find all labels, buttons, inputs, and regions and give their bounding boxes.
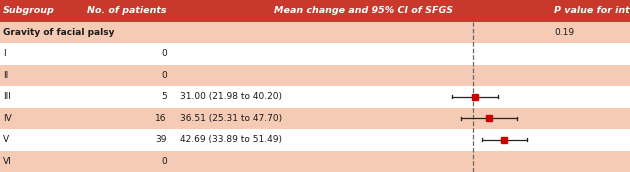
Bar <box>0 150 630 172</box>
Text: I: I <box>3 49 6 58</box>
Text: VI: VI <box>3 157 12 166</box>
Text: 42.69 (33.89 to 51.49): 42.69 (33.89 to 51.49) <box>180 135 282 144</box>
Text: Mean change and 95% CI of SFGS: Mean change and 95% CI of SFGS <box>274 6 454 15</box>
Text: P value for interaction: P value for interaction <box>554 6 630 15</box>
Text: 16: 16 <box>156 114 167 123</box>
Text: 0: 0 <box>161 71 167 80</box>
Text: 39: 39 <box>156 135 167 144</box>
Text: No. of patients: No. of patients <box>88 6 167 15</box>
Text: III: III <box>3 92 11 101</box>
Bar <box>0 43 630 64</box>
Bar <box>0 108 630 129</box>
Text: Subgroup: Subgroup <box>3 6 55 15</box>
Bar <box>0 86 630 108</box>
Text: IV: IV <box>3 114 12 123</box>
Bar <box>0 129 630 150</box>
Text: V: V <box>3 135 9 144</box>
Text: 0: 0 <box>161 157 167 166</box>
Bar <box>0 64 630 86</box>
Text: II: II <box>3 71 8 80</box>
Text: 31.00 (21.98 to 40.20): 31.00 (21.98 to 40.20) <box>180 92 282 101</box>
Text: Gravity of facial palsy: Gravity of facial palsy <box>3 28 115 37</box>
Bar <box>0 22 630 43</box>
Text: 36.51 (25.31 to 47.70): 36.51 (25.31 to 47.70) <box>180 114 282 123</box>
Text: 5: 5 <box>161 92 167 101</box>
Text: 0: 0 <box>161 49 167 58</box>
Bar <box>0 0 630 22</box>
Text: 0.19: 0.19 <box>554 28 575 37</box>
